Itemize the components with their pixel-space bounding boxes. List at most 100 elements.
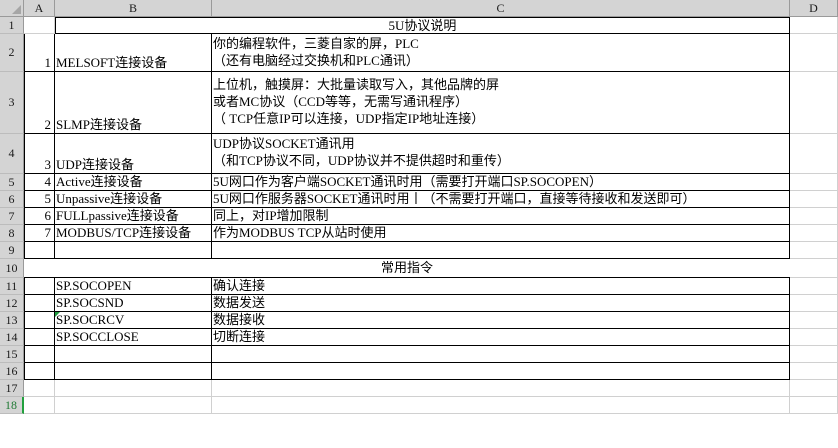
cell-d7[interactable] — [790, 208, 838, 225]
table-row — [24, 380, 838, 397]
cell-desc-6[interactable]: 同上，对IP增加限制 — [212, 208, 790, 225]
cell-title-commands[interactable]: 常用指令 — [24, 259, 790, 278]
cell-command-desc-1[interactable]: 确认连接 — [212, 278, 790, 295]
cell-index-1[interactable]: 1 — [24, 34, 55, 72]
cell-d17[interactable] — [790, 380, 838, 397]
cell-desc-1[interactable]: 你的编程软件，三菱自家的屏，PLC （还有电脑经过交换机和PLC通讯） — [212, 34, 790, 72]
cell-c17[interactable] — [212, 380, 790, 397]
cell-d15[interactable] — [790, 346, 838, 363]
column-header-b[interactable]: B — [55, 0, 212, 17]
cell-index-2[interactable]: 2 — [24, 72, 55, 134]
cell-d4[interactable] — [790, 134, 838, 174]
cell-desc-3[interactable]: UDP协议SOCKET通讯用 （和TCP协议不同，UDP协议并不提供超时和重传） — [212, 134, 790, 174]
row-header-15[interactable]: 15 — [0, 346, 24, 363]
row-header-12[interactable]: 12 — [0, 295, 24, 312]
cell-b9[interactable] — [55, 242, 212, 259]
cell-c9[interactable] — [212, 242, 790, 259]
cell-index-4[interactable]: 4 — [24, 174, 55, 191]
row-header-9[interactable]: 9 — [0, 242, 24, 259]
row-header-3[interactable]: 3 — [0, 72, 24, 134]
table-row: 2 SLMP连接设备 上位机，触摸屏：大批量读取写入，其他品牌的屏 或者MC协议… — [24, 72, 838, 134]
cell-a13[interactable] — [24, 312, 55, 329]
select-all-button[interactable] — [0, 0, 24, 17]
cell-d2[interactable] — [790, 34, 838, 72]
cell-d16[interactable] — [790, 363, 838, 380]
row-header-14[interactable]: 14 — [0, 329, 24, 346]
cell-a12[interactable] — [24, 295, 55, 312]
cell-b16[interactable] — [55, 363, 212, 380]
row-header-5[interactable]: 5 — [0, 174, 24, 191]
cell-d5[interactable] — [790, 174, 838, 191]
desc-line: 你的编程软件，三菱自家的屏，PLC — [213, 36, 419, 51]
cell-c18[interactable] — [212, 397, 790, 414]
cell-index-5[interactable]: 5 — [24, 191, 55, 208]
cell-d6[interactable] — [790, 191, 838, 208]
column-header-d[interactable]: D — [790, 0, 838, 17]
cell-name-1[interactable]: MELSOFT连接设备 — [55, 34, 212, 72]
cell-command-desc-3[interactable]: 数据接收 — [212, 312, 790, 329]
column-header-a[interactable]: A — [24, 0, 55, 17]
cell-desc-7[interactable]: 作为MODBUS TCP从站时使用 — [212, 225, 790, 242]
cell-title-main[interactable]: 5U协议说明 — [55, 17, 790, 34]
cell-d12[interactable] — [790, 295, 838, 312]
cell-command-1[interactable]: SP.SOCOPEN — [55, 278, 212, 295]
cell-desc-2[interactable]: 上位机，触摸屏：大批量读取写入，其他品牌的屏 或者MC协议（CCD等等，无需写通… — [212, 72, 790, 134]
cell-d9[interactable] — [790, 242, 838, 259]
cell-command-desc-4[interactable]: 切断连接 — [212, 329, 790, 346]
row-header-1[interactable]: 1 — [0, 17, 24, 34]
cell-d13[interactable] — [790, 312, 838, 329]
row-header-2[interactable]: 2 — [0, 34, 24, 72]
cell-d10[interactable] — [790, 259, 838, 278]
cell-index-3[interactable]: 3 — [24, 134, 55, 174]
row-header-10[interactable]: 10 — [0, 259, 24, 278]
cell-name-5[interactable]: Unpassive连接设备 — [55, 191, 212, 208]
cell-a17[interactable] — [24, 380, 55, 397]
cell-name-2[interactable]: SLMP连接设备 — [55, 72, 212, 134]
cell-c16[interactable] — [212, 363, 790, 380]
cell-command-3[interactable]: SP.SOCRCV — [55, 312, 212, 329]
cell-desc-4[interactable]: 5U网口作为客户端SOCKET通讯时用（需要打开端口SP.SOCOPEN） — [212, 174, 790, 191]
cell-name-3[interactable]: UDP连接设备 — [55, 134, 212, 174]
cell-a14[interactable] — [24, 329, 55, 346]
row-header-11[interactable]: 11 — [0, 278, 24, 295]
cell-desc-5[interactable]: 5U网口作服务器SOCKET通讯时用丨（不需要打开端口，直接等待接收和发送即可） — [212, 191, 790, 208]
table-row: 6 FULLpassive连接设备 同上，对IP增加限制 — [24, 208, 838, 225]
row-header-18[interactable]: 18 — [0, 397, 24, 414]
cell-a15[interactable] — [24, 346, 55, 363]
cell-d3[interactable] — [790, 72, 838, 134]
row-header-7[interactable]: 7 — [0, 208, 24, 225]
cell-command-4[interactable]: SP.SOCCLOSE — [55, 329, 212, 346]
cell-index-6[interactable]: 6 — [24, 208, 55, 225]
row-header-6[interactable]: 6 — [0, 191, 24, 208]
cell-d18[interactable] — [790, 397, 838, 414]
cell-name-6[interactable]: FULLpassive连接设备 — [55, 208, 212, 225]
cell-b15[interactable] — [55, 346, 212, 363]
desc-line: （还有电脑经过交换机和PLC通讯） — [213, 53, 419, 68]
row-header-17[interactable]: 17 — [0, 380, 24, 397]
cell-name-7[interactable]: MODBUS/TCP连接设备 — [55, 225, 212, 242]
cell-a11[interactable] — [24, 278, 55, 295]
column-header-c[interactable]: C — [212, 0, 790, 17]
cell-c15[interactable] — [212, 346, 790, 363]
cell-command-desc-2[interactable]: 数据发送 — [212, 295, 790, 312]
cell-a18[interactable] — [24, 397, 55, 414]
cell-a9[interactable] — [24, 242, 55, 259]
cell-d1[interactable] — [790, 17, 838, 34]
cell-d8[interactable] — [790, 225, 838, 242]
cell-grid[interactable]: 5U协议说明 1 MELSOFT连接设备 你的编程软件，三菱自家的屏，PLC （… — [24, 17, 838, 414]
row-header-13[interactable]: 13 — [0, 312, 24, 329]
row-header-16[interactable]: 16 — [0, 363, 24, 380]
cell-command-2[interactable]: SP.SOCSND — [55, 295, 212, 312]
desc-line: （和TCP协议不同，UDP协议并不提供超时和重传） — [213, 153, 510, 168]
cell-name-4[interactable]: Active连接设备 — [55, 174, 212, 191]
cell-a1[interactable] — [24, 17, 55, 34]
cell-a16[interactable] — [24, 363, 55, 380]
row-header-8[interactable]: 8 — [0, 225, 24, 242]
row-header-4[interactable]: 4 — [0, 134, 24, 174]
cell-d14[interactable] — [790, 329, 838, 346]
cell-b18[interactable] — [55, 397, 212, 414]
cell-index-7[interactable]: 7 — [24, 225, 55, 242]
cell-d11[interactable] — [790, 278, 838, 295]
cell-b17[interactable] — [55, 380, 212, 397]
